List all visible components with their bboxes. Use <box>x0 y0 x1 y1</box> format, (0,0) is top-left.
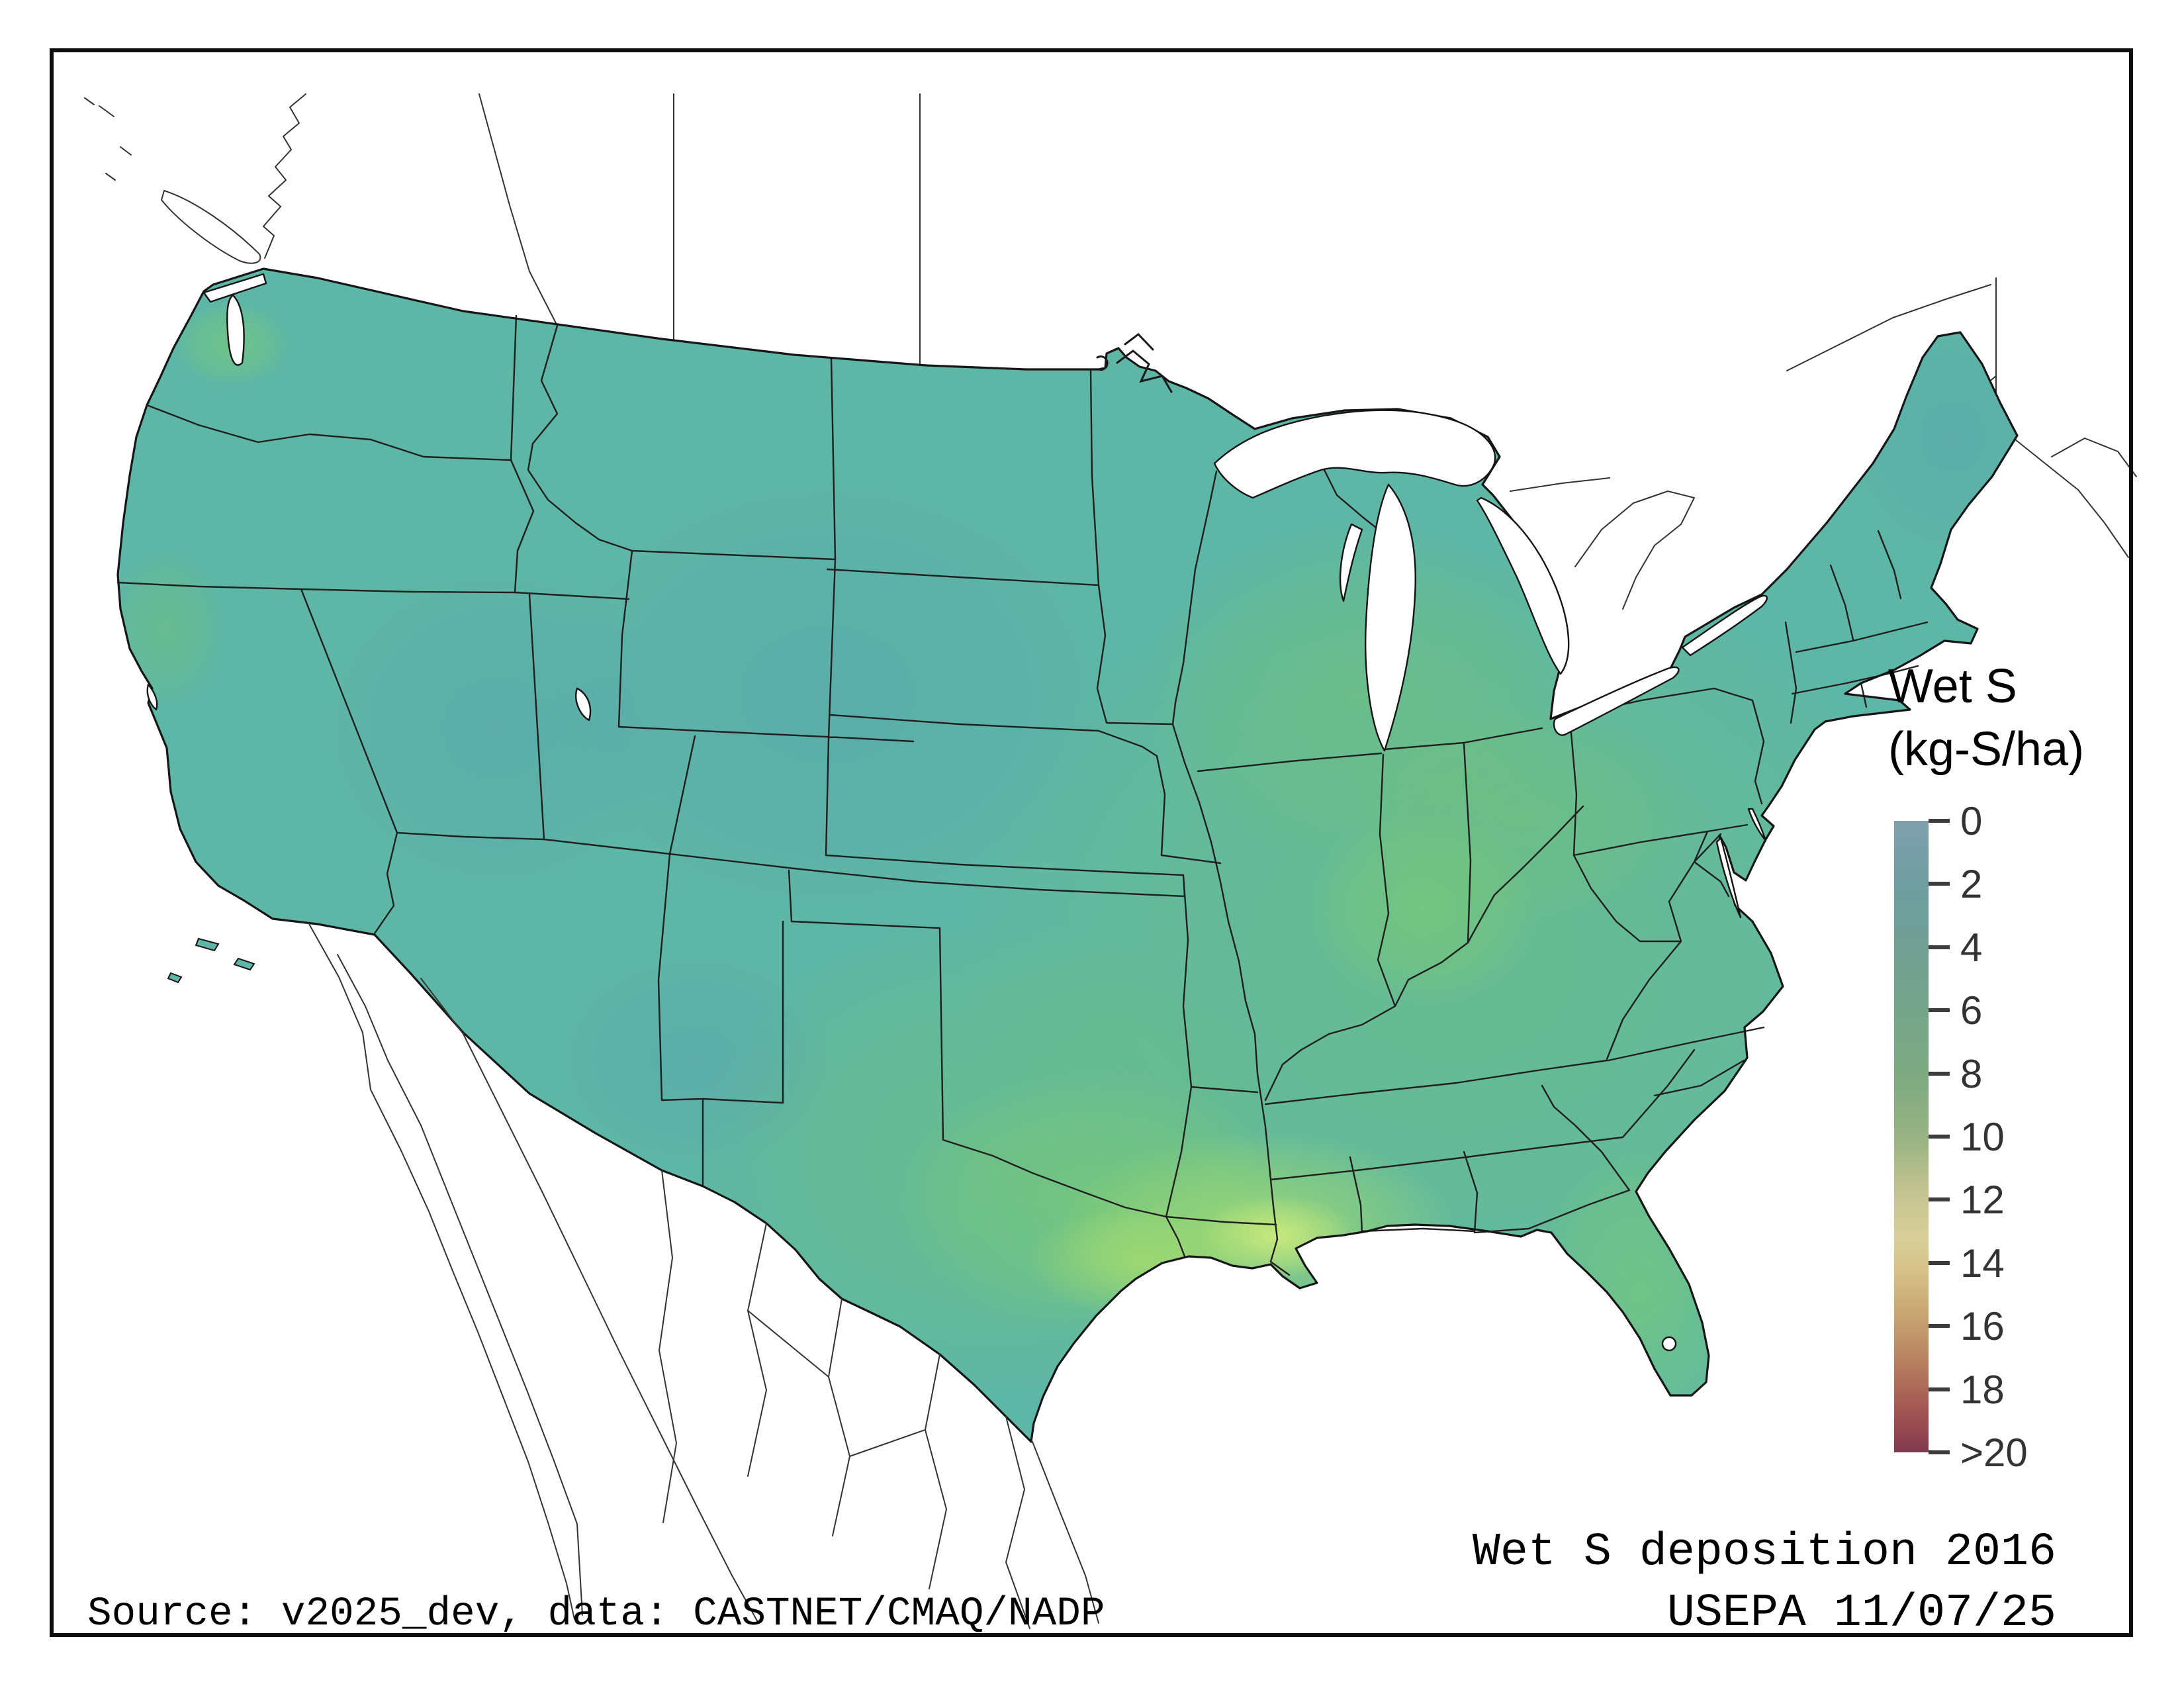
tick-mark <box>1929 1072 1950 1076</box>
legend-title-line2: (kg-S/ha) <box>1888 718 2166 781</box>
map-frame <box>50 48 2133 1637</box>
tick-mark <box>1929 945 1950 949</box>
tick-label: 18 <box>1960 1367 2005 1413</box>
tick-mark <box>1929 819 1950 823</box>
source-note: Source: v2025_dev, data: CASTNET/CMAQ/NA… <box>87 1591 1105 1637</box>
figure-canvas: Wet S (kg-S/ha) 0 2 4 6 8 10 12 14 16 18… <box>0 0 2184 1688</box>
tick-mark <box>1929 1261 1950 1265</box>
tick-label: 2 <box>1960 861 1982 907</box>
tick-mark <box>1929 1324 1950 1328</box>
tick-label: >20 <box>1960 1430 2028 1476</box>
tick-label: 4 <box>1960 925 1982 970</box>
tick-mark <box>1929 882 1950 886</box>
tick-mark <box>1929 1008 1950 1012</box>
tick-label: 6 <box>1960 988 1982 1033</box>
colorbar <box>1894 821 1929 1452</box>
colorbar-wrap: 0 2 4 6 8 10 12 14 16 18 >20 <box>1894 821 2093 1456</box>
legend: Wet S (kg-S/ha) 0 2 4 6 8 10 12 14 16 18… <box>1888 655 2166 781</box>
tick-mark <box>1929 1450 1950 1454</box>
tick-mark <box>1929 1197 1950 1201</box>
map-caption: Wet S deposition 2016 <box>1473 1526 2056 1579</box>
tick-label: 14 <box>1960 1241 2005 1286</box>
tick-mark <box>1929 1135 1950 1139</box>
tick-label: 16 <box>1960 1303 2005 1349</box>
tick-label: 8 <box>1960 1051 1982 1097</box>
agency-date-stamp: USEPA 11/07/25 <box>1667 1587 2056 1640</box>
tick-mark <box>1929 1387 1950 1391</box>
legend-title: Wet S (kg-S/ha) <box>1888 655 2166 781</box>
legend-title-line1: Wet S <box>1888 655 2166 718</box>
tick-label: 10 <box>1960 1114 2005 1160</box>
tick-label: 0 <box>1960 798 1982 844</box>
tick-label: 12 <box>1960 1177 2005 1223</box>
